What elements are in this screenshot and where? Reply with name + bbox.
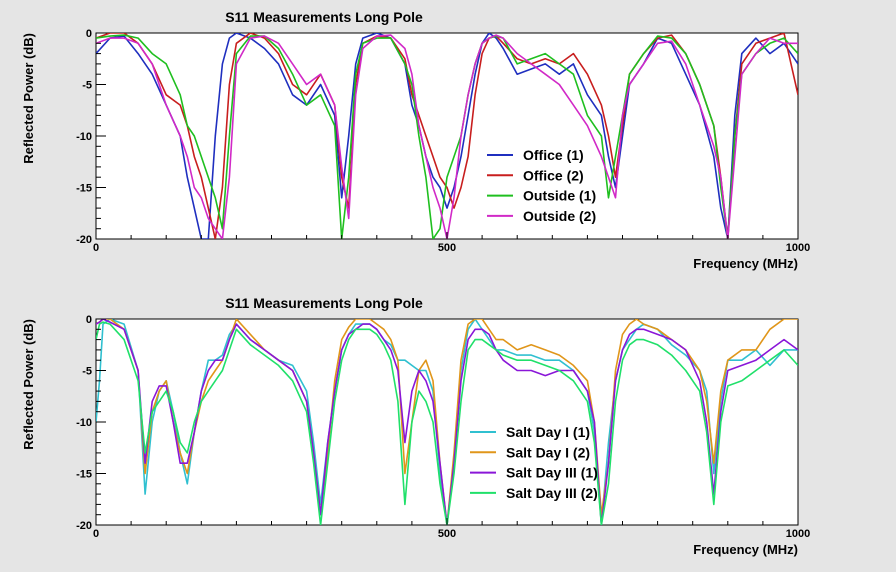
legend-label-1: Office (1) bbox=[523, 147, 584, 163]
plot-area bbox=[95, 318, 799, 526]
y-tick-label: -5 bbox=[82, 366, 92, 378]
y-tick-label: -15 bbox=[76, 469, 92, 481]
legend-label-2: Salt Day I (2) bbox=[506, 444, 590, 460]
y-tick-label: -20 bbox=[76, 520, 92, 532]
plot-area bbox=[95, 32, 799, 240]
legend: Office (1) Office (2) Outside (1) Outside (… bbox=[487, 147, 596, 224]
series-line-4 bbox=[96, 321, 798, 525]
y-tick-label: -5 bbox=[82, 80, 92, 92]
legend-label-1: Salt Day I (1) bbox=[506, 424, 590, 440]
series-group bbox=[96, 33, 798, 239]
series-line-3 bbox=[96, 34, 798, 239]
y-tick-label: -10 bbox=[76, 131, 92, 143]
x-tick-label: 1000 bbox=[786, 528, 810, 540]
chart-panel-1: 0 500 1000 0 -5 -10 -15 -20 S11 Measurements Lon… bbox=[21, 9, 810, 271]
y-tick-label: 0 bbox=[86, 314, 92, 326]
y-axis-label: Reflected Power (dB) bbox=[21, 33, 36, 164]
y-tick-label: 0 bbox=[86, 28, 92, 40]
legend: Salt Day I (1) Salt Day I (2) Salt Day III… bbox=[470, 424, 598, 501]
series-group bbox=[96, 319, 798, 525]
x-axis-label: Frequency (MHz) bbox=[693, 542, 798, 557]
legend-label-3: Salt Day III (1) bbox=[506, 465, 598, 481]
x-tick-label: 0 bbox=[93, 242, 99, 254]
x-tick-label: 500 bbox=[438, 242, 456, 254]
x-tick-label: 1000 bbox=[786, 242, 810, 254]
x-tick-label: 0 bbox=[93, 528, 99, 540]
series-line-3 bbox=[96, 319, 798, 525]
chart-panel-2: 0 500 1000 0 -5 -10 -15 -20 S11 Measurements Lon… bbox=[21, 295, 810, 557]
x-axis-label: Frequency (MHz) bbox=[693, 256, 798, 271]
y-tick-label: -15 bbox=[76, 183, 92, 195]
legend-label-2: Office (2) bbox=[523, 167, 584, 183]
chart-title: S11 Measurements Long Pole bbox=[225, 295, 423, 311]
legend-label-4: Salt Day III (2) bbox=[506, 485, 598, 501]
chart-title: S11 Measurements Long Pole bbox=[225, 9, 423, 25]
series-line-4 bbox=[96, 34, 798, 239]
legend-label-4: Outside (2) bbox=[523, 208, 596, 224]
y-axis-label: Reflected Power (dB) bbox=[21, 319, 36, 450]
x-tick-label: 500 bbox=[438, 528, 456, 540]
legend-label-3: Outside (1) bbox=[523, 188, 596, 204]
y-tick-label: -20 bbox=[76, 234, 92, 246]
y-tick-label: -10 bbox=[76, 417, 92, 429]
